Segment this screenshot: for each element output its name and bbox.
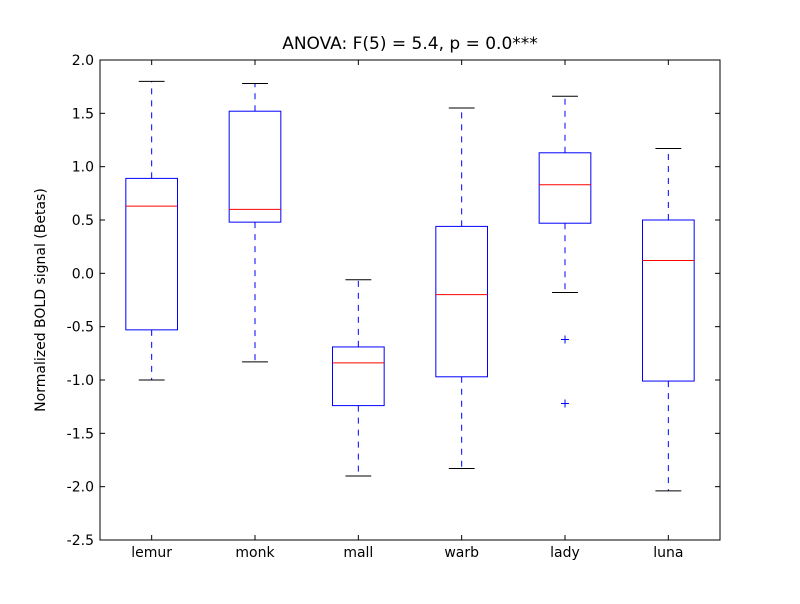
outlier-point [561,335,569,344]
x-tick-label: warb [444,545,479,561]
outlier-point [561,399,569,408]
chart-title: ANOVA: F(5) = 5.4, p = 0.0*** [282,34,538,54]
y-tick-label: -0.5 [67,320,94,336]
y-tick-label: -1.0 [67,373,94,389]
y-tick-label: -1.5 [67,426,94,442]
x-tick-label: luna [653,545,683,561]
y-tick-label: 0.5 [72,213,94,229]
y-tick-label: -2.5 [67,533,94,549]
y-tick-label: 0.0 [72,266,94,282]
y-tick-label: -2.0 [67,480,94,496]
x-tick-label: mall [343,545,373,561]
x-tick-label: monk [235,545,275,561]
box-monk [228,110,282,223]
box-luna [642,219,695,382]
x-tick-label: lady [550,545,580,561]
box-warb [435,225,489,378]
box-lemur [125,177,179,331]
y-axis-label: Normalized BOLD signal (Betas) [33,188,49,412]
y-tick-label: 1.0 [72,160,94,176]
plot-frame [99,59,721,541]
x-tick-label: lemur [131,545,172,561]
box-mall [332,346,385,407]
y-tick-label: 1.5 [72,106,94,122]
y-tick-label: 2.0 [72,53,94,69]
box-lady [538,152,592,224]
